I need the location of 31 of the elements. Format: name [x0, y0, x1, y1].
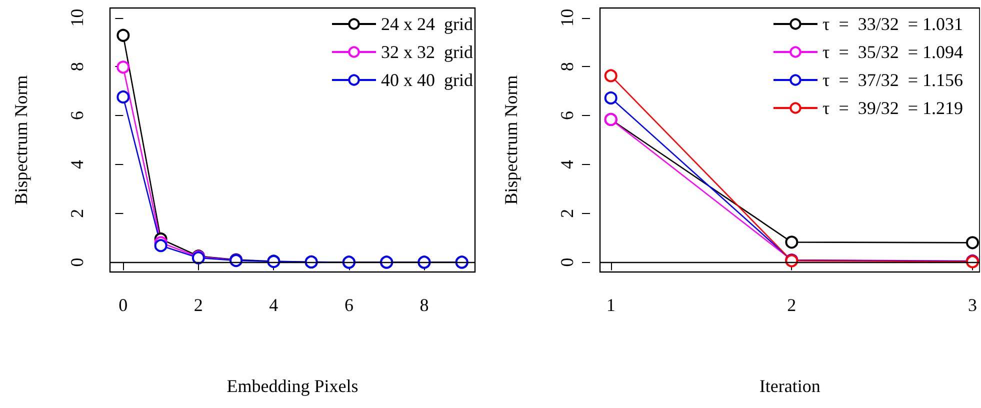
x-tick-label: 1	[606, 295, 616, 315]
x-tick-label: 4	[269, 295, 278, 315]
legend-label: τ = 39/32 = 1.219	[822, 98, 964, 118]
y-tick-label: 0	[557, 258, 577, 267]
y-tick-label: 8	[67, 62, 87, 72]
y-axis-title: Bispectrum Norm	[11, 75, 31, 205]
x-tick-label: 0	[118, 295, 128, 315]
x-tick-label: 8	[420, 295, 429, 315]
y-tick-label: 4	[67, 160, 87, 169]
x-tick-label: 2	[194, 295, 203, 315]
y-tick-label: 10	[557, 8, 577, 27]
legend-label: 24 x 24 grid	[381, 14, 474, 34]
y-tick-label: 4	[557, 160, 577, 169]
y-tick-label: 2	[67, 208, 87, 218]
y-tick-label: 10	[67, 8, 87, 27]
x-axis-title: Iteration	[759, 376, 820, 396]
y-tick-label: 2	[557, 208, 577, 218]
legend-label: τ = 33/32 = 1.031	[822, 14, 964, 34]
x-tick-label: 3	[968, 295, 977, 315]
y-tick-label: 8	[557, 62, 577, 72]
x-axis-title: Embedding Pixels	[226, 376, 358, 396]
y-tick-label: 6	[557, 111, 577, 120]
legend-label: 40 x 40 grid	[381, 70, 474, 90]
x-tick-label: 2	[787, 295, 796, 315]
legend-label: 32 x 32 grid	[381, 42, 474, 62]
legend-label: τ = 37/32 = 1.156	[822, 70, 964, 90]
x-tick-label: 6	[344, 295, 354, 315]
y-tick-label: 6	[67, 111, 87, 120]
legend-label: τ = 35/32 = 1.094	[822, 42, 964, 62]
y-axis-title: Bispectrum Norm	[501, 75, 521, 205]
y-tick-label: 0	[67, 258, 87, 267]
